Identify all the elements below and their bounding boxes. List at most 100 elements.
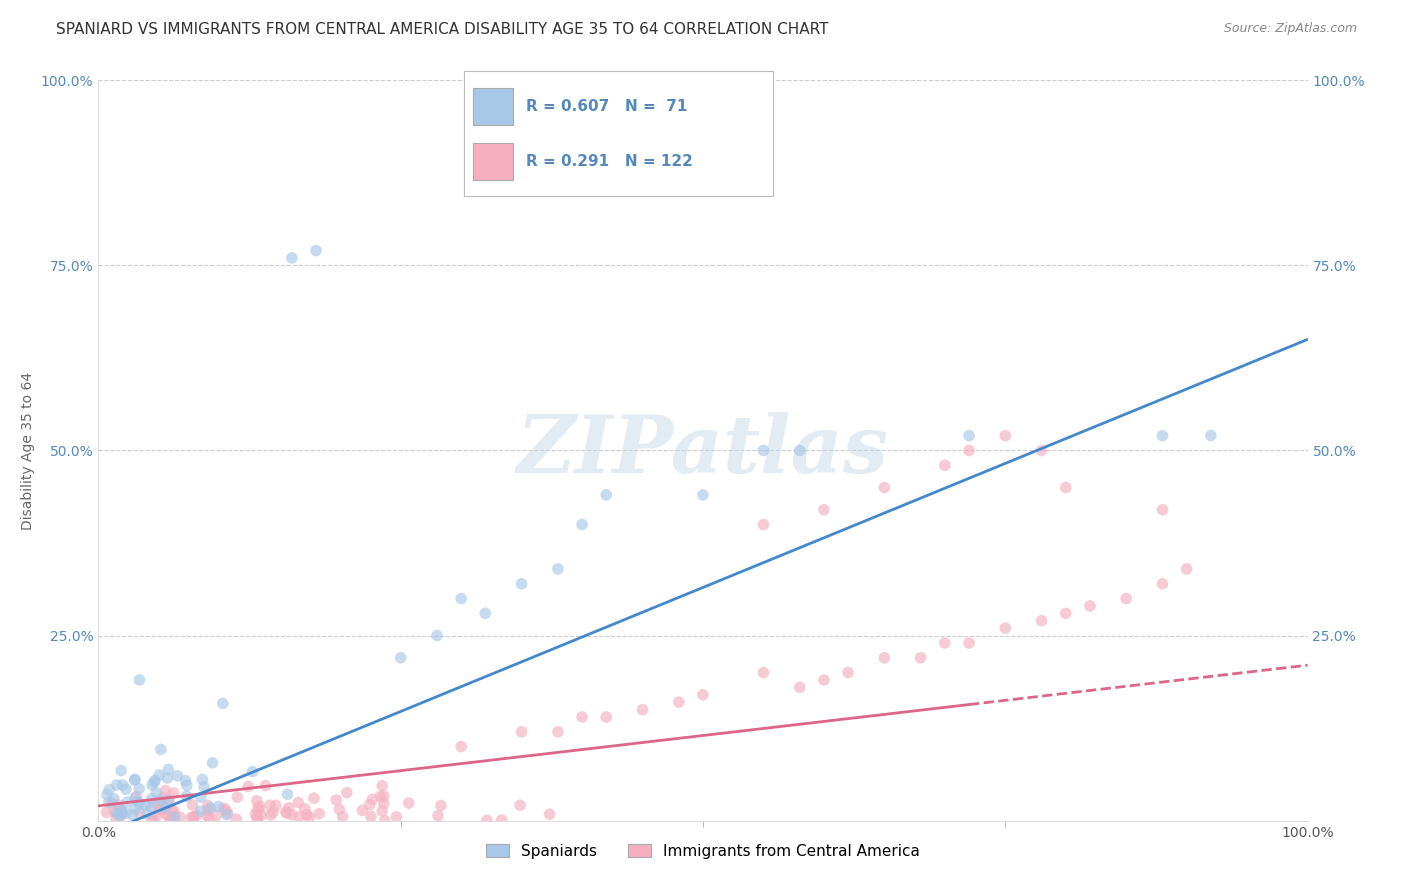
Point [160, 803, 183, 817]
Point [115, 806, 138, 821]
Point [205, 808, 228, 822]
Point [873, 480, 896, 494]
Point [475, 814, 498, 828]
Point [336, 786, 359, 800]
Point [215, 803, 238, 817]
Point [374, 814, 396, 828]
Point [143, 775, 166, 789]
Point [141, 778, 163, 792]
Point [143, 796, 166, 810]
Point [571, 710, 593, 724]
Point [328, 802, 350, 816]
Point [994, 428, 1017, 442]
Point [474, 607, 496, 621]
Point [115, 782, 138, 797]
Point [108, 809, 131, 823]
Point [595, 488, 617, 502]
Point [910, 650, 932, 665]
Point [277, 787, 299, 801]
Point [211, 697, 233, 711]
Point [139, 800, 162, 814]
Point [201, 756, 224, 770]
Point [215, 807, 238, 822]
Point [247, 802, 270, 816]
Point [250, 808, 273, 822]
Point [124, 772, 146, 787]
Point [332, 810, 354, 824]
Point [264, 798, 287, 813]
Point [197, 803, 219, 817]
Point [246, 803, 269, 817]
Point [692, 688, 714, 702]
Point [150, 803, 173, 817]
Point [1031, 614, 1053, 628]
Point [426, 808, 449, 822]
Point [152, 798, 174, 813]
Text: R = 0.291   N = 122: R = 0.291 N = 122 [526, 153, 693, 169]
Point [190, 804, 212, 818]
Point [752, 443, 775, 458]
Point [360, 809, 382, 823]
Point [148, 768, 170, 782]
Point [134, 798, 156, 813]
Point [1078, 599, 1101, 613]
Point [111, 805, 134, 819]
Point [124, 772, 146, 787]
Point [426, 628, 449, 642]
Point [111, 778, 134, 792]
Point [302, 791, 325, 805]
Point [450, 739, 472, 754]
Point [226, 790, 249, 805]
Point [873, 650, 896, 665]
Point [162, 804, 184, 818]
Point [183, 810, 205, 824]
Point [837, 665, 859, 680]
Point [145, 786, 167, 800]
Point [547, 724, 569, 739]
Point [249, 798, 271, 813]
Point [146, 808, 169, 822]
Point [195, 808, 218, 822]
Point [262, 805, 284, 820]
Point [176, 779, 198, 793]
Point [157, 809, 180, 823]
Point [155, 807, 177, 822]
FancyBboxPatch shape [474, 87, 513, 125]
Point [1152, 576, 1174, 591]
Point [752, 665, 775, 680]
Point [1175, 562, 1198, 576]
Point [110, 764, 132, 778]
Point [183, 809, 205, 823]
Point [1152, 428, 1174, 442]
Point [125, 789, 148, 804]
Point [385, 810, 408, 824]
Point [259, 808, 281, 822]
Point [430, 798, 453, 813]
Point [288, 810, 311, 824]
Point [153, 801, 176, 815]
Point [127, 795, 149, 809]
Point [1115, 591, 1137, 606]
Point [200, 801, 222, 815]
Point [1031, 443, 1053, 458]
Point [110, 806, 132, 821]
Point [105, 778, 128, 792]
Point [193, 780, 215, 794]
Point [181, 797, 204, 812]
Point [254, 779, 277, 793]
Point [325, 793, 347, 807]
Point [101, 797, 124, 811]
Point [789, 443, 811, 458]
Point [509, 798, 531, 813]
Point [242, 764, 264, 779]
Point [274, 805, 297, 819]
Point [371, 779, 394, 793]
Point [491, 813, 513, 827]
Point [136, 806, 159, 821]
Point [128, 673, 150, 687]
Point [110, 804, 132, 818]
Text: Source: ZipAtlas.com: Source: ZipAtlas.com [1223, 22, 1357, 36]
Point [225, 812, 247, 826]
Point [277, 801, 299, 815]
Point [298, 810, 321, 824]
